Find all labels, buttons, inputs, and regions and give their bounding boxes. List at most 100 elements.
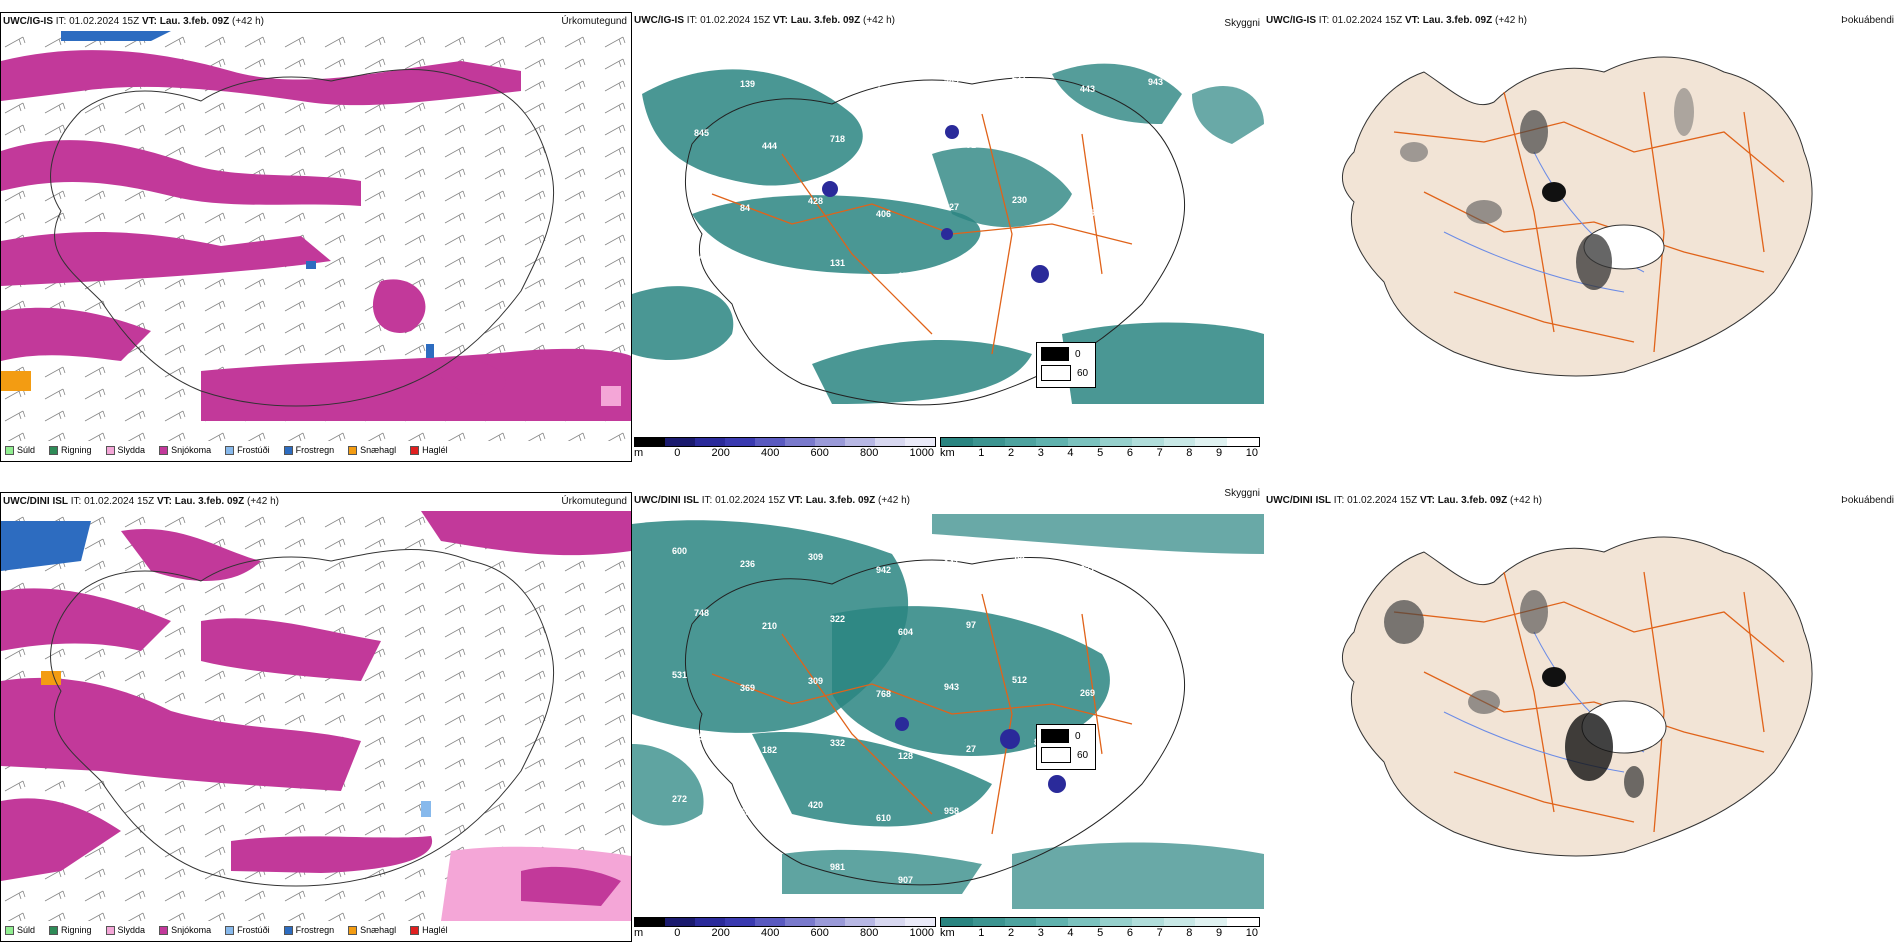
visibility-value-label: 943 bbox=[1148, 77, 1163, 87]
fog-legend-top: 0 60 bbox=[1036, 342, 1096, 388]
visibility-value-label: 44 bbox=[1148, 201, 1158, 211]
visibility-value-label: 462 bbox=[1012, 551, 1027, 561]
fog-header-top: UWC/IG-IS IT: 01.02.2024 15Z VT: Lau. 3.… bbox=[1266, 15, 1527, 26]
fog-header-bottom: UWC/DINI ISL IT: 01.02.2024 15Z VT: Lau.… bbox=[1266, 495, 1542, 506]
visibility-value-label: 85 bbox=[694, 732, 704, 742]
visibility-value-label: 946 bbox=[694, 252, 709, 262]
vis-panel-top: UWC/IG-IS IT: 01.02.2024 15Z VT: Lau. 3.… bbox=[632, 12, 1264, 462]
visibility-value-label: 420 bbox=[808, 800, 823, 810]
visibility-value-label: 92 bbox=[1170, 263, 1180, 273]
precip-header-top: UWC/IG-IS IT: 01.02.2024 15Z VT: Lau. 3.… bbox=[3, 16, 264, 27]
visibility-value-label: 851 bbox=[1034, 133, 1049, 143]
visibility-value-label: 236 bbox=[740, 559, 755, 569]
visibility-value-label: 600 bbox=[672, 546, 687, 556]
visibility-value-label: 845 bbox=[694, 128, 709, 138]
vis-header-top: UWC/IG-IS IT: 01.02.2024 15Z VT: Lau. 3.… bbox=[634, 15, 895, 26]
fog-legend-bottom: 0 60 bbox=[1036, 724, 1096, 770]
visibility-value-label: 630 bbox=[1102, 750, 1117, 760]
visibility-value-label: 211 bbox=[1012, 71, 1027, 81]
legend-item-snjokoma: Snjókoma bbox=[159, 925, 211, 935]
legend-item-slydda: Slydda bbox=[105, 445, 145, 455]
visibility-value-label: 177 bbox=[1170, 139, 1185, 149]
visibility-value-label: 131 bbox=[830, 258, 845, 268]
visibility-value-label: 768 bbox=[876, 689, 891, 699]
legend-item-frostregn: Frostregn bbox=[283, 925, 334, 935]
visibility-value-label: 322 bbox=[830, 614, 845, 624]
visibility-value-label: 943 bbox=[944, 682, 959, 692]
visibility-value-label: 128 bbox=[898, 751, 913, 761]
visibility-value-label: 27 bbox=[966, 744, 976, 754]
precip-panel-top: UWC/IG-IS IT: 01.02.2024 15Z VT: Lau. 3.… bbox=[0, 12, 632, 462]
visibility-value-label: 907 bbox=[898, 875, 913, 885]
fog-panel-top: UWC/IG-IS IT: 01.02.2024 15Z VT: Lau. 3.… bbox=[1036, 12, 1900, 462]
visibility-value-label: 467 bbox=[1170, 743, 1185, 753]
visibility-value-label: 807 bbox=[1102, 270, 1117, 280]
visibility-value-label: 718 bbox=[830, 134, 845, 144]
precip-legend-bottom: Súld Rigning Slydda Snjókoma Frostúði Fr… bbox=[5, 925, 448, 935]
visibility-value-label: 173 bbox=[898, 271, 913, 281]
visibility-value-label: 91 bbox=[966, 140, 976, 150]
fog-map-bottom bbox=[1341, 536, 1813, 857]
legend-item-frostudi: Frostúði bbox=[225, 925, 270, 935]
visibility-value-label: 748 bbox=[694, 608, 709, 618]
visibility-value-label: 432 bbox=[876, 85, 891, 95]
visibility-value-label: 981 bbox=[966, 264, 981, 274]
precip-title-bottom: Úrkomutegund bbox=[561, 496, 627, 507]
visibility-value-label: 369 bbox=[740, 683, 755, 693]
precip-map-bottom bbox=[1, 511, 631, 921]
legend-item-snaehagl: Snæhagl bbox=[348, 445, 396, 455]
legend-item-snaehagl: Snæhagl bbox=[348, 925, 396, 935]
visibility-value-label: 443 bbox=[1080, 84, 1095, 94]
visibility-value-label: 604 bbox=[898, 627, 913, 637]
vis-scale-km-top: km 1 2 3 4 5 6 7 8 9 10 bbox=[940, 437, 1260, 459]
visibility-value-label: 444 bbox=[762, 141, 777, 151]
visibility-value-label: 827 bbox=[1102, 626, 1117, 636]
vis-map-top: 984 139 595 432 793 211 443 943 845 444 718 946 91 85… bbox=[632, 63, 1264, 406]
fog-map-top bbox=[1341, 56, 1813, 377]
visibility-value-label: 406 bbox=[876, 209, 891, 219]
legend-item-rigning: Rigning bbox=[49, 445, 92, 455]
legend-item-sud: Súld bbox=[5, 445, 35, 455]
visibility-value-label: 210 bbox=[762, 621, 777, 631]
visibility-value-label: 958 bbox=[944, 806, 959, 816]
visibility-value-label: 512 bbox=[1012, 675, 1027, 685]
precip-map-top bbox=[1, 31, 631, 441]
precip-header-bottom: UWC/DINI ISL IT: 01.02.2024 15Z VT: Lau.… bbox=[3, 496, 279, 507]
visibility-value-label: 427 bbox=[944, 202, 959, 212]
fog-panel-bottom: UWC/DINI ISL IT: 01.02.2024 15Z VT: Lau.… bbox=[1036, 492, 1900, 942]
visibility-value-label: 272 bbox=[672, 794, 687, 804]
vis-header-bottom: UWC/DINI ISL IT: 01.02.2024 15Z VT: Lau.… bbox=[634, 495, 910, 506]
vis-scale-m-top: m 0 200 400 600 800 1000 bbox=[634, 437, 936, 459]
visibility-value-label: 139 bbox=[740, 79, 755, 89]
precip-legend-top: Súld Rigning Slydda Snjókoma Frostúði Fr… bbox=[5, 445, 448, 455]
legend-item-slydda: Slydda bbox=[105, 925, 145, 935]
visibility-value-label: 878 bbox=[694, 856, 709, 866]
visibility-value-label: 512 bbox=[1080, 812, 1095, 822]
fog-title-bottom: Þokuábendi bbox=[1841, 495, 1894, 506]
visibility-value-label: 164 bbox=[762, 265, 777, 275]
visibility-value-label: 231 bbox=[1080, 564, 1095, 574]
visibility-value-label: 595 bbox=[808, 72, 823, 82]
legend-item-rigning: Rigning bbox=[49, 925, 92, 935]
vis-title-bottom: Skyggni bbox=[1224, 488, 1260, 499]
visibility-value-label: 145 bbox=[1080, 208, 1095, 218]
legend-item-sud: Súld bbox=[5, 925, 35, 935]
visibility-value-label: 595 bbox=[740, 807, 755, 817]
legend-item-frostudi: Frostúði bbox=[225, 445, 270, 455]
precip-title-top: Úrkomutegund bbox=[561, 16, 627, 27]
visibility-value-label: 946 bbox=[898, 147, 913, 157]
visibility-value-label: 309 bbox=[808, 552, 823, 562]
visibility-value-label: 793 bbox=[944, 78, 959, 88]
visibility-value-label: 195 bbox=[1012, 799, 1027, 809]
legend-item-snjokoma: Snjókoma bbox=[159, 445, 211, 455]
visibility-value-label: 965 bbox=[1170, 619, 1185, 629]
visibility-value-label: 531 bbox=[672, 670, 687, 680]
visibility-value-label: 934 bbox=[1034, 257, 1049, 267]
visibility-value-label: 309 bbox=[808, 676, 823, 686]
vis-map-bottom: 600 236 309 942 141 462 231 092 748 210 322 604 97 32… bbox=[632, 514, 1264, 909]
vis-scale-m-bottom: m 0 200 400 600 800 1000 bbox=[634, 917, 936, 939]
visibility-value-label: 269 bbox=[1080, 688, 1095, 698]
visibility-value-label: 332 bbox=[830, 738, 845, 748]
legend-item-haglel: Haglél bbox=[410, 445, 448, 455]
visibility-value-label: 092 bbox=[1148, 557, 1163, 567]
